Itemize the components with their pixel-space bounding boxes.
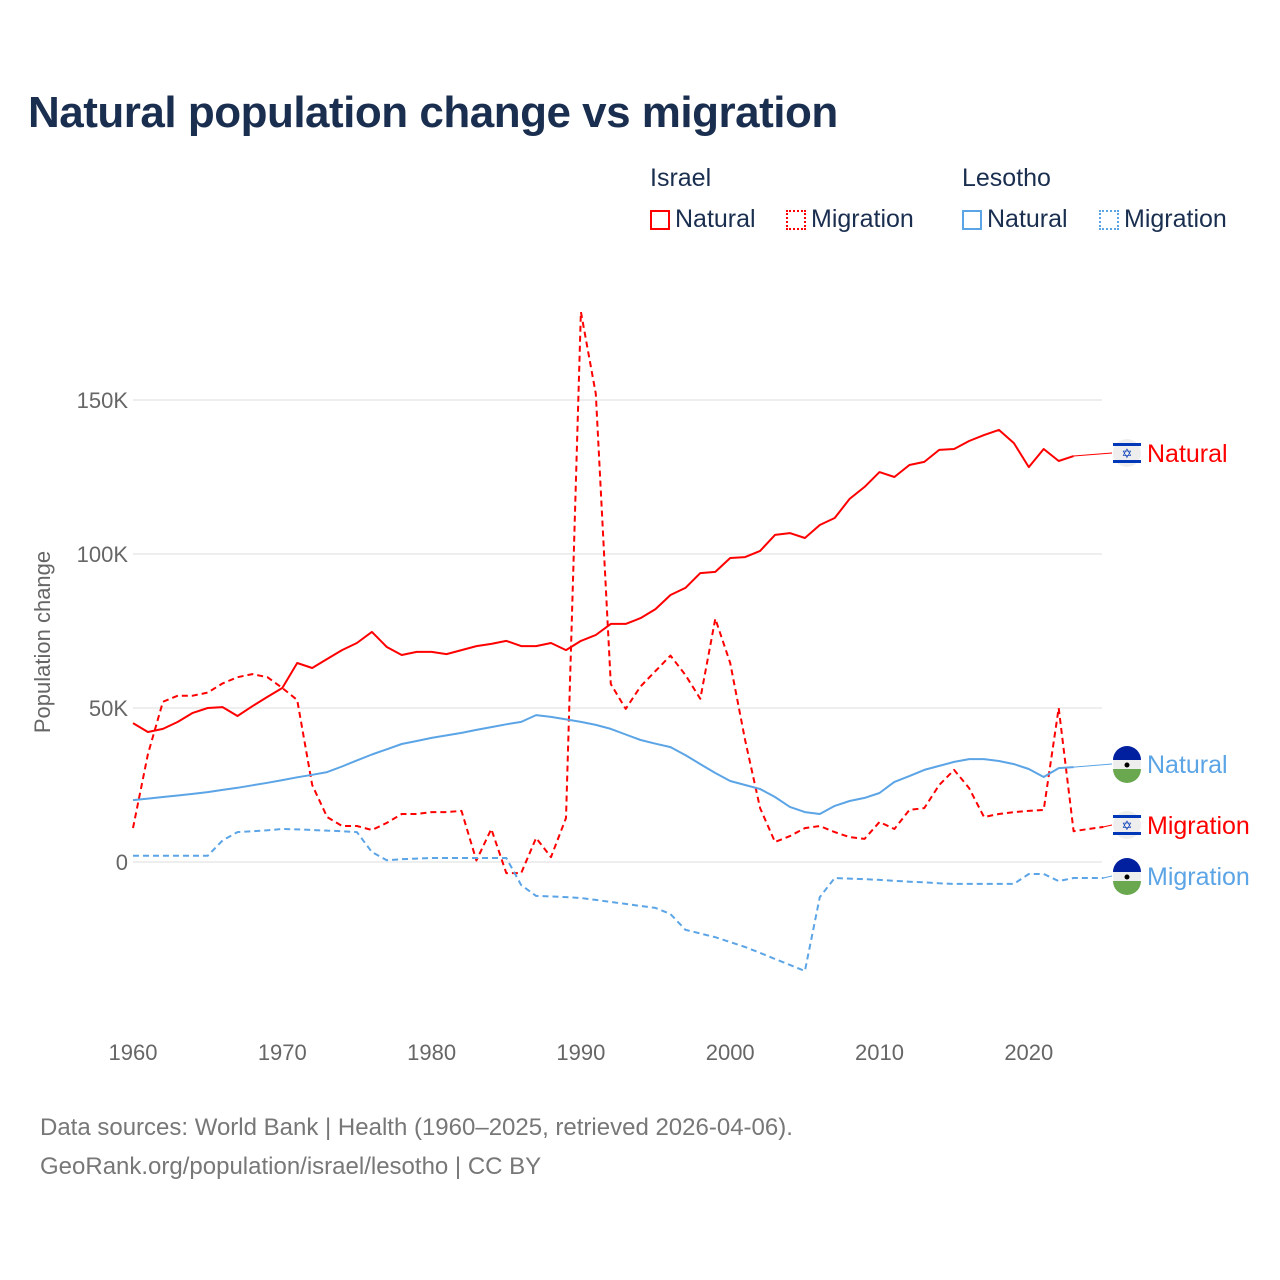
label-connector bbox=[1073, 452, 1113, 457]
legend-lesotho-natural[interactable]: Natural bbox=[962, 205, 1068, 234]
y-tick-label: 100K bbox=[77, 542, 129, 567]
flag-stripe bbox=[1113, 815, 1141, 818]
star-of-david-icon: ✡ bbox=[1122, 818, 1133, 833]
series-line-israel-natural bbox=[132, 428, 1074, 733]
flag-stripe bbox=[1113, 769, 1141, 783]
flag-stripe bbox=[1113, 881, 1141, 895]
legend-lesotho-migration[interactable]: Migration bbox=[1099, 205, 1227, 234]
y-tick-label: 0 bbox=[116, 850, 128, 875]
legend-swatch-dotted bbox=[786, 209, 806, 230]
y-axis-label: Population change bbox=[30, 551, 55, 733]
legend-swatch-dotted bbox=[1099, 209, 1119, 230]
y-tick-label: 50K bbox=[89, 696, 128, 721]
label-connector bbox=[1073, 763, 1113, 768]
series-line-israel-migration bbox=[132, 310, 1104, 875]
label-connector bbox=[1103, 875, 1113, 879]
mokorotlo-icon bbox=[1124, 762, 1130, 768]
legend-label: Migration bbox=[811, 205, 914, 233]
flag-stripe bbox=[1113, 832, 1141, 835]
x-tick-label: 2010 bbox=[855, 1040, 904, 1065]
label-connector bbox=[1103, 824, 1113, 828]
x-tick-label: 2020 bbox=[1004, 1040, 1053, 1065]
legend-group-lesotho: Lesotho bbox=[962, 164, 1051, 192]
flag-stripe bbox=[1113, 443, 1141, 446]
series-end-label: Natural bbox=[1147, 440, 1228, 468]
legend-group-israel: Israel bbox=[650, 164, 712, 192]
footer-sources: Data sources: World Bank | Health (1960–… bbox=[40, 1114, 793, 1141]
x-tick-label: 1990 bbox=[556, 1040, 605, 1065]
chart-title: Natural population change vs migration bbox=[28, 88, 838, 137]
legend-swatch-solid bbox=[962, 209, 982, 230]
legend-israel-migration[interactable]: Migration bbox=[786, 205, 914, 234]
x-tick-label: 2000 bbox=[706, 1040, 755, 1065]
series-line-lesotho-natural bbox=[132, 714, 1074, 815]
series-end-label: Migration bbox=[1147, 812, 1250, 840]
y-tick-label: 150K bbox=[77, 388, 129, 413]
mokorotlo-icon bbox=[1124, 874, 1130, 880]
series-end-label: Natural bbox=[1147, 751, 1228, 779]
legend-swatch-solid bbox=[650, 209, 670, 230]
legend-label: Natural bbox=[987, 205, 1068, 233]
flag-stripe bbox=[1113, 858, 1141, 872]
legend-israel-natural[interactable]: Natural bbox=[650, 205, 756, 234]
legend-label: Natural bbox=[675, 205, 756, 233]
x-tick-label: 1960 bbox=[109, 1040, 158, 1065]
series-end-label: Migration bbox=[1147, 863, 1250, 891]
x-tick-label: 1970 bbox=[258, 1040, 307, 1065]
flag-stripe bbox=[1113, 460, 1141, 463]
footer-link[interactable]: GeoRank.org/population/israel/lesotho | … bbox=[40, 1153, 542, 1180]
footer: Data sources: World Bank | Health (1960–… bbox=[40, 1108, 793, 1186]
series-line-lesotho-migration bbox=[133, 828, 1104, 972]
flag-stripe bbox=[1113, 746, 1141, 760]
legend-label: Migration bbox=[1124, 205, 1227, 233]
x-tick-label: 1980 bbox=[407, 1040, 456, 1065]
star-of-david-icon: ✡ bbox=[1122, 446, 1133, 461]
